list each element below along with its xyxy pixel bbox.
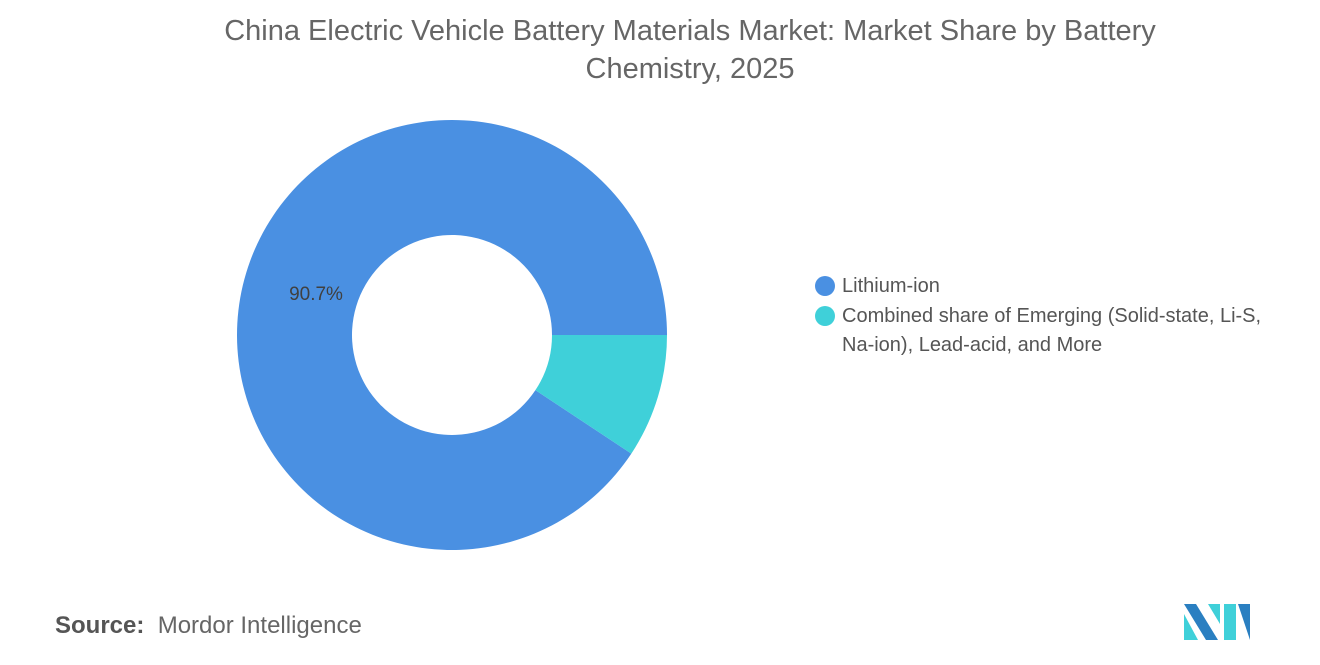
source-label: Source:: [55, 612, 145, 639]
source-text: Mordor Intelligence: [157, 612, 362, 639]
mordor-intelligence-logo: [1184, 604, 1250, 640]
data-label: 90.7%: [289, 284, 343, 305]
chart-title: China Electric Vehicle Battery Materials…: [224, 15, 1156, 85]
legend-item-lithium-ion: Lithium-ion: [815, 272, 1292, 301]
donut-slice-1: [535, 335, 667, 454]
legend-label: Lithium-ion: [842, 275, 940, 297]
source-note: Source: Mordor Intelligence: [55, 612, 362, 640]
legend-item-other: Combined share of Emerging (Solid-state,…: [815, 302, 1292, 360]
legend-swatch: [815, 306, 835, 326]
donut-slice-0: [237, 119, 667, 550]
legend-label: Combined share of Emerging (Solid-state,…: [842, 305, 1262, 356]
legend: Lithium-ion Combined share of Emerging (…: [815, 272, 1292, 361]
legend-swatch: [815, 276, 835, 296]
